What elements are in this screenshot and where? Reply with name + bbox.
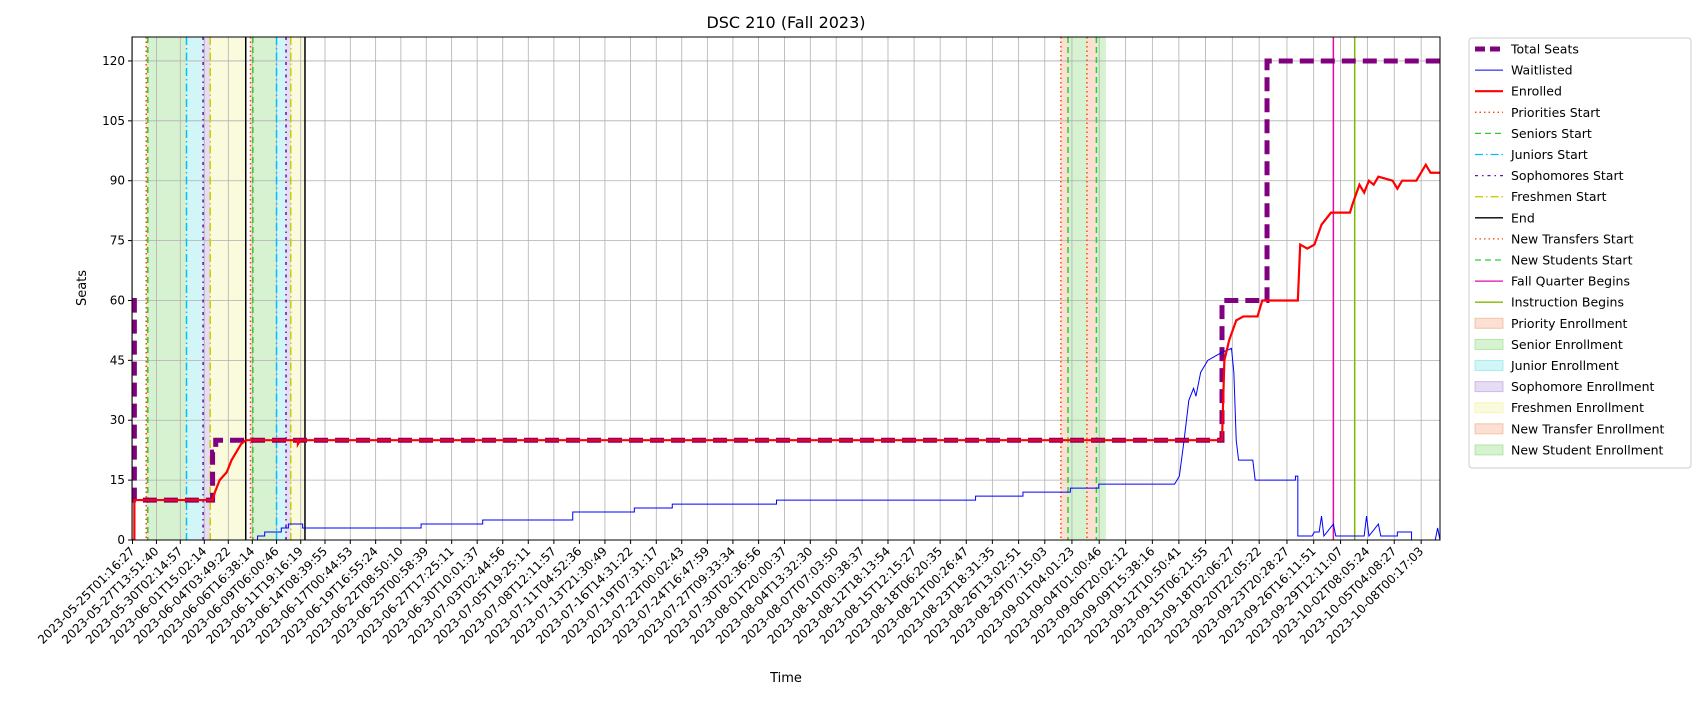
legend-label-seniors-start: Seniors Start	[1511, 126, 1592, 141]
legend-swatch-freshmen-enrollment	[1474, 402, 1504, 414]
y-tick-label: 60	[110, 293, 125, 307]
legend-label-freshmen-start: Freshmen Start	[1511, 189, 1607, 204]
series-enrolled	[132, 162, 1440, 540]
legend-label-priority-enrollment: Priority Enrollment	[1511, 316, 1628, 331]
span-new-student-enrollment	[1067, 37, 1087, 540]
legend-label-instruction-begins: Instruction Begins	[1511, 295, 1624, 310]
legend-label-new-transfer-enrollment: New Transfer Enrollment	[1511, 421, 1665, 436]
span-freshmen-enrollment	[290, 37, 305, 540]
y-axis: 0 15 30 45 60 75 90 105 120	[102, 54, 132, 547]
legend-label-fall-quarter-begins: Fall Quarter Begins	[1511, 274, 1630, 289]
chart-title: DSC 210 (Fall 2023)	[706, 13, 865, 32]
legend-label-freshmen-enrollment: Freshmen Enrollment	[1511, 400, 1644, 415]
span-senior-enrollment	[252, 37, 277, 540]
legend-swatch-priority-enrollment	[1474, 317, 1504, 329]
y-axis-label: Seats	[75, 270, 90, 306]
legend: Total Seats Waitlisted Enrolled Priorities …	[1468, 37, 1692, 469]
legend-swatch-new-transfer-enrollment	[1474, 423, 1504, 435]
legend-swatch-new-student-enrollment	[1474, 444, 1504, 456]
span-junior-enrollment	[276, 37, 287, 540]
data-series	[132, 58, 1440, 540]
series-total-seats	[132, 58, 1440, 503]
span-senior-enrollment	[147, 37, 187, 540]
span-priority-enrollment	[250, 37, 253, 540]
legend-label-sophomores-start: Sophomores Start	[1511, 168, 1624, 183]
legend-box	[1468, 37, 1692, 469]
y-tick-label: 0	[117, 533, 125, 547]
legend-label-waitlisted: Waitlisted	[1511, 63, 1573, 78]
legend-swatch-senior-enrollment	[1474, 338, 1504, 350]
series-waitlisted	[132, 347, 1440, 540]
legend-label-juniors-start: Juniors Start	[1510, 147, 1588, 162]
y-tick-label: 120	[102, 54, 125, 68]
legend-label-senior-enrollment: Senior Enrollment	[1511, 337, 1623, 352]
legend-label-total-seats: Total Seats	[1510, 42, 1579, 57]
legend-label-junior-enrollment: Junior Enrollment	[1510, 358, 1619, 373]
legend-swatch-sophomore-enrollment	[1474, 381, 1504, 393]
span-priority-enrollment	[146, 37, 148, 540]
grid	[132, 37, 1440, 541]
span-new-transfer-enrollment	[1086, 37, 1097, 540]
plot-frame	[131, 36, 1441, 541]
legend-label-enrolled: Enrolled	[1511, 84, 1562, 99]
y-tick-label: 105	[102, 114, 125, 128]
legend-label-end: End	[1511, 210, 1535, 225]
span-new-transfer-enrollment	[1060, 37, 1068, 540]
legend-label-new-students-start: New Students Start	[1511, 253, 1633, 268]
legend-label-new-transfers-start: New Transfers Start	[1511, 231, 1634, 246]
event-lines	[145, 37, 1356, 540]
y-tick-label: 75	[110, 234, 125, 248]
legend-label-new-student-enrollment: New Student Enrollment	[1511, 442, 1663, 457]
y-tick-label: 15	[110, 473, 125, 487]
span-sophomore-enrollment	[203, 37, 211, 540]
y-tick-label: 45	[110, 353, 125, 367]
y-tick-label: 90	[110, 174, 125, 188]
legend-label-sophomore-enrollment: Sophomore Enrollment	[1511, 379, 1655, 394]
span-sophomore-enrollment	[286, 37, 291, 540]
span-new-student-enrollment	[1096, 37, 1106, 540]
legend-swatch-junior-enrollment	[1474, 360, 1504, 371]
legend-label-priorities-start: Priorities Start	[1511, 105, 1600, 120]
x-axis-label: Time	[769, 671, 802, 686]
y-tick-label: 30	[110, 413, 125, 427]
span-junior-enrollment	[186, 37, 204, 540]
